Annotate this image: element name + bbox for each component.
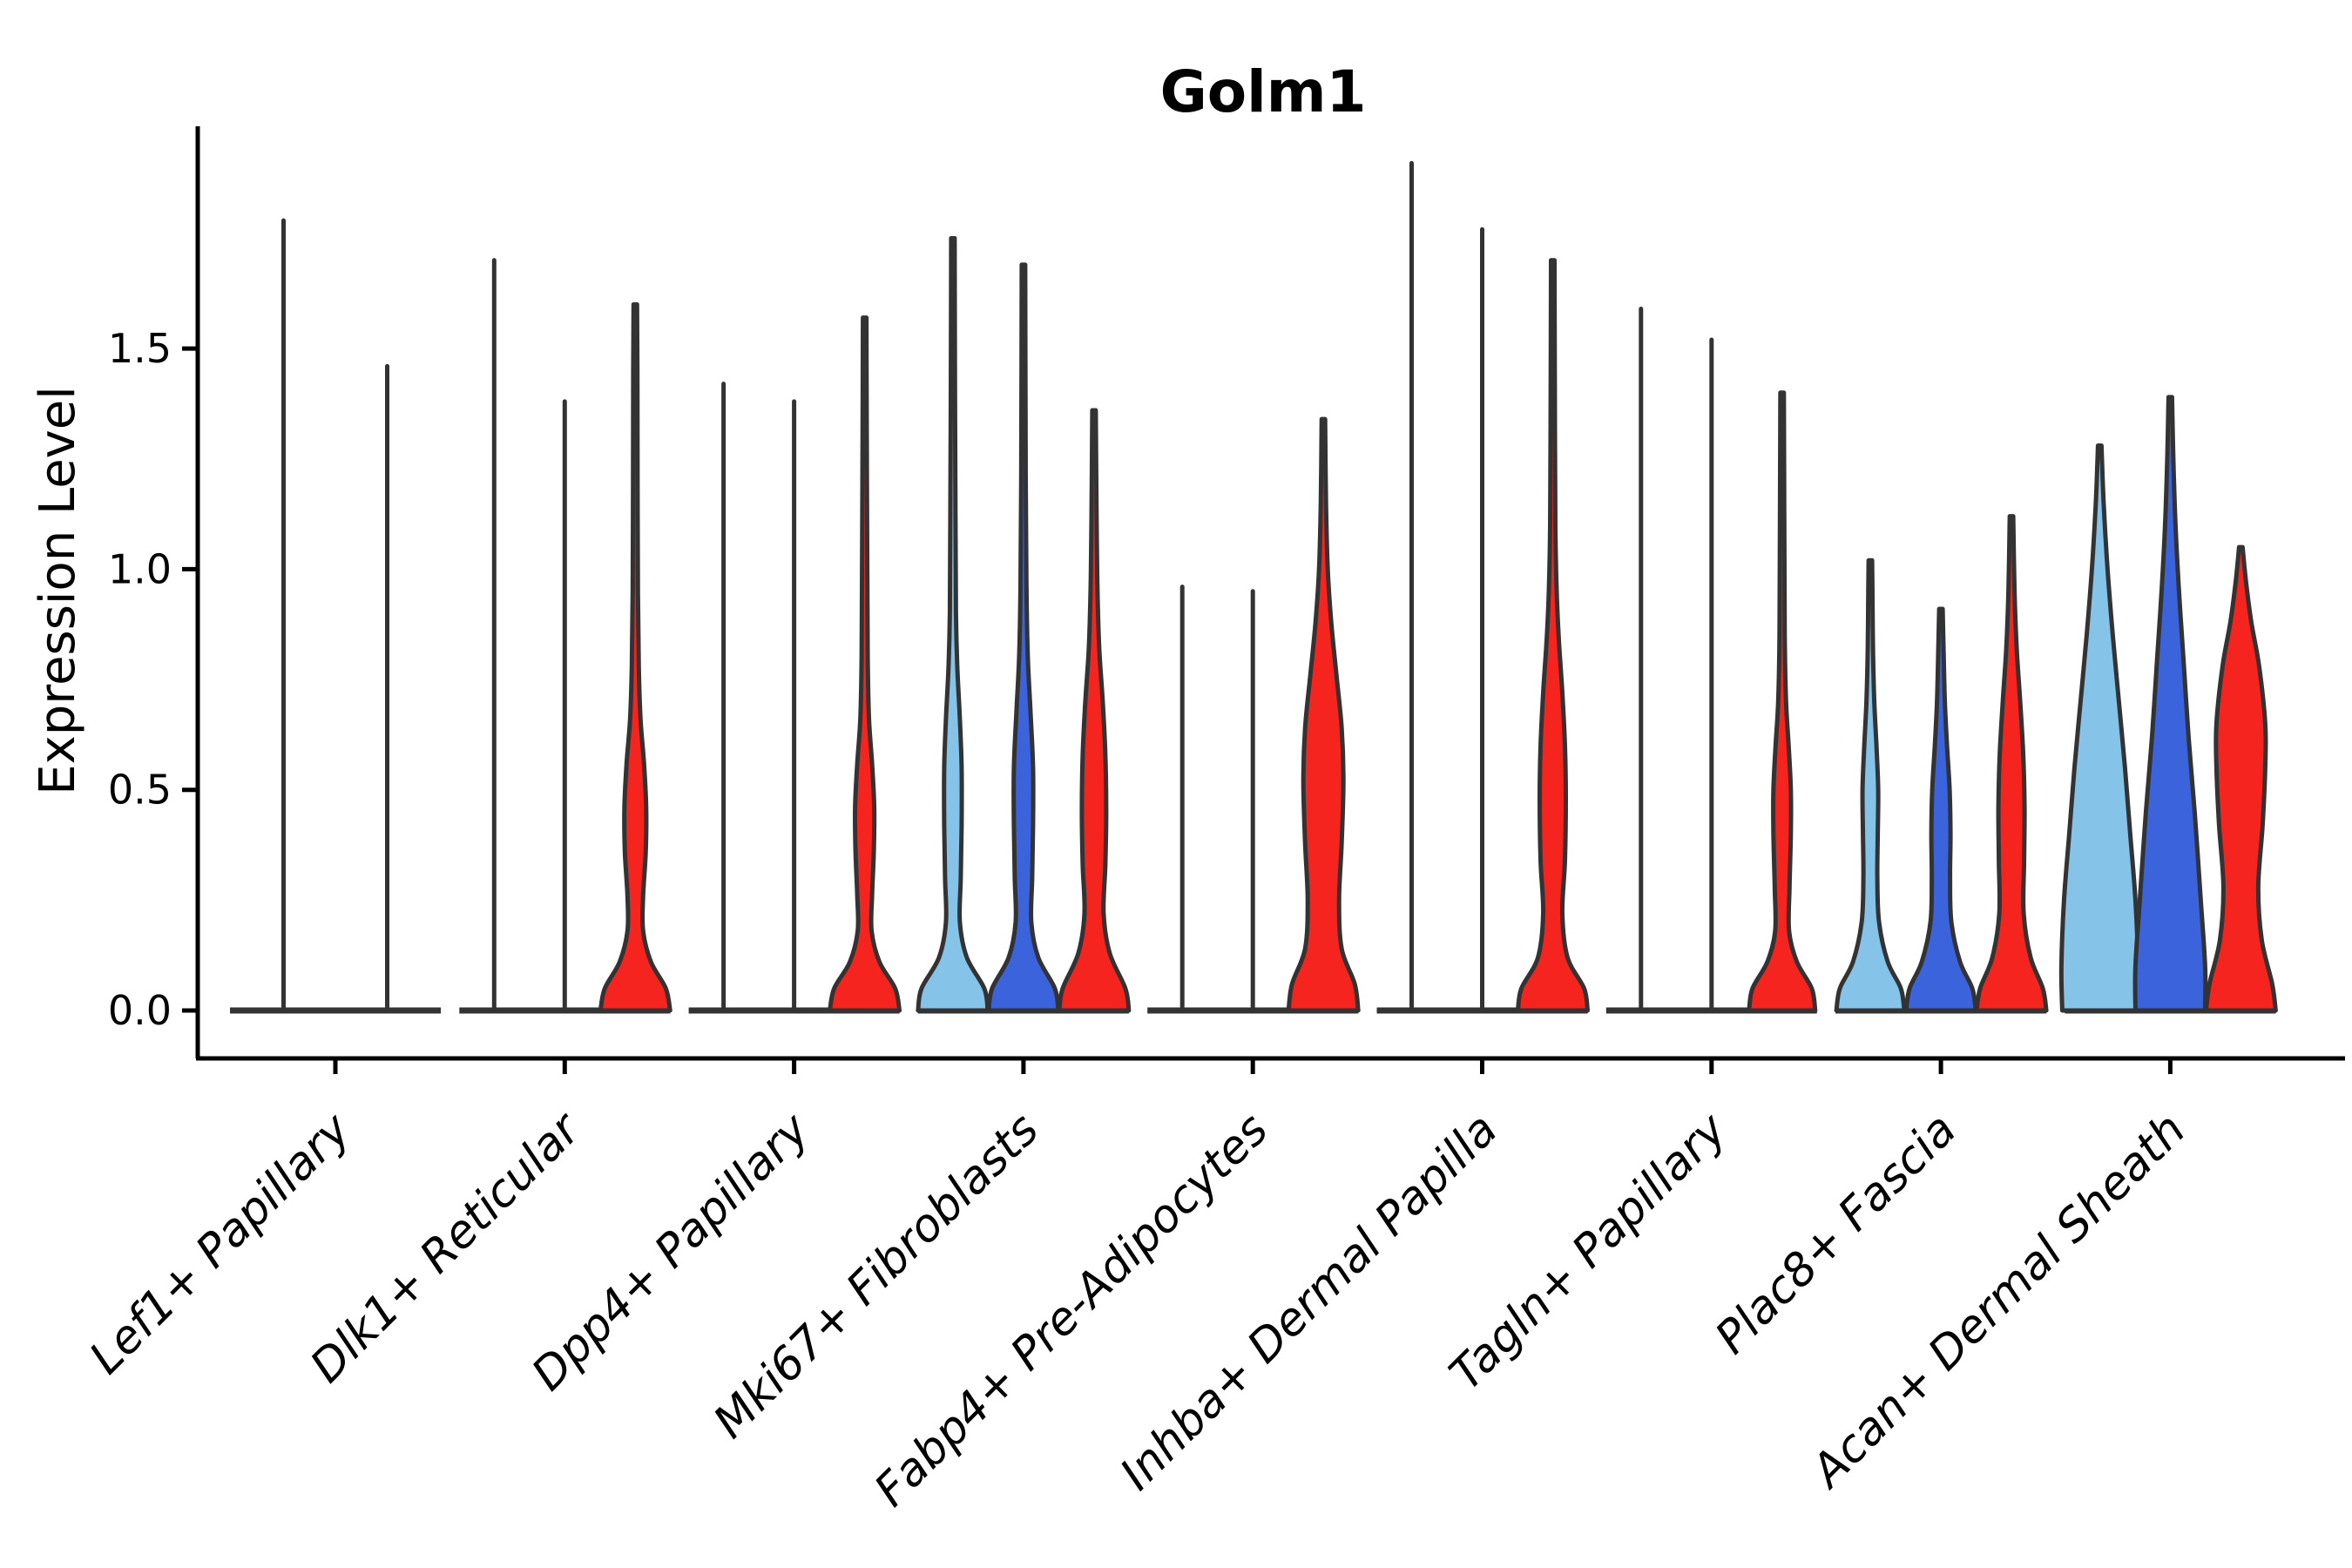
violin-body-lightblue: [2058, 443, 2140, 1013]
y-tick-label: 0.5: [108, 767, 172, 814]
y-tick-label: 1.0: [108, 545, 172, 592]
x-tick-label: Acan+ Dermal Sheath: [1801, 1104, 2196, 1499]
x-tick-label: Plac8+ Fascia: [1706, 1104, 1966, 1364]
y-axis-ticks: 0.0 0.5 1.0 1.5: [108, 325, 198, 1034]
violin-body-darkblue: [2132, 395, 2208, 1013]
violin-body-red: [598, 301, 672, 1013]
violin-body-red: [1286, 416, 1361, 1013]
y-axis-label: Expression Level: [30, 386, 86, 795]
violin-body-darkblue: [1903, 606, 1978, 1013]
violin-body-lightblue: [916, 235, 990, 1013]
violin-body-lightblue: [1834, 558, 1907, 1013]
y-tick-label: 1.5: [108, 325, 172, 372]
violin-body-red: [1747, 390, 1818, 1013]
violin-body-red: [828, 315, 902, 1013]
violin-body-red: [2203, 544, 2278, 1013]
chart-title: Golm1: [1160, 58, 1367, 125]
y-tick-label: 0.0: [108, 987, 172, 1034]
x-tick-label: Inhba+ Dermal Papilla: [1111, 1104, 1508, 1501]
violins: [230, 160, 2278, 1014]
violin-body-darkblue: [986, 262, 1061, 1013]
x-axis-ticks: [333, 1058, 2173, 1074]
violin-body-red: [1516, 258, 1590, 1013]
x-tick-label: Fabp4+ Pre-Adipocytes: [865, 1104, 1279, 1517]
violin-body-red: [1974, 514, 2049, 1013]
violin-body-red: [1057, 408, 1132, 1013]
